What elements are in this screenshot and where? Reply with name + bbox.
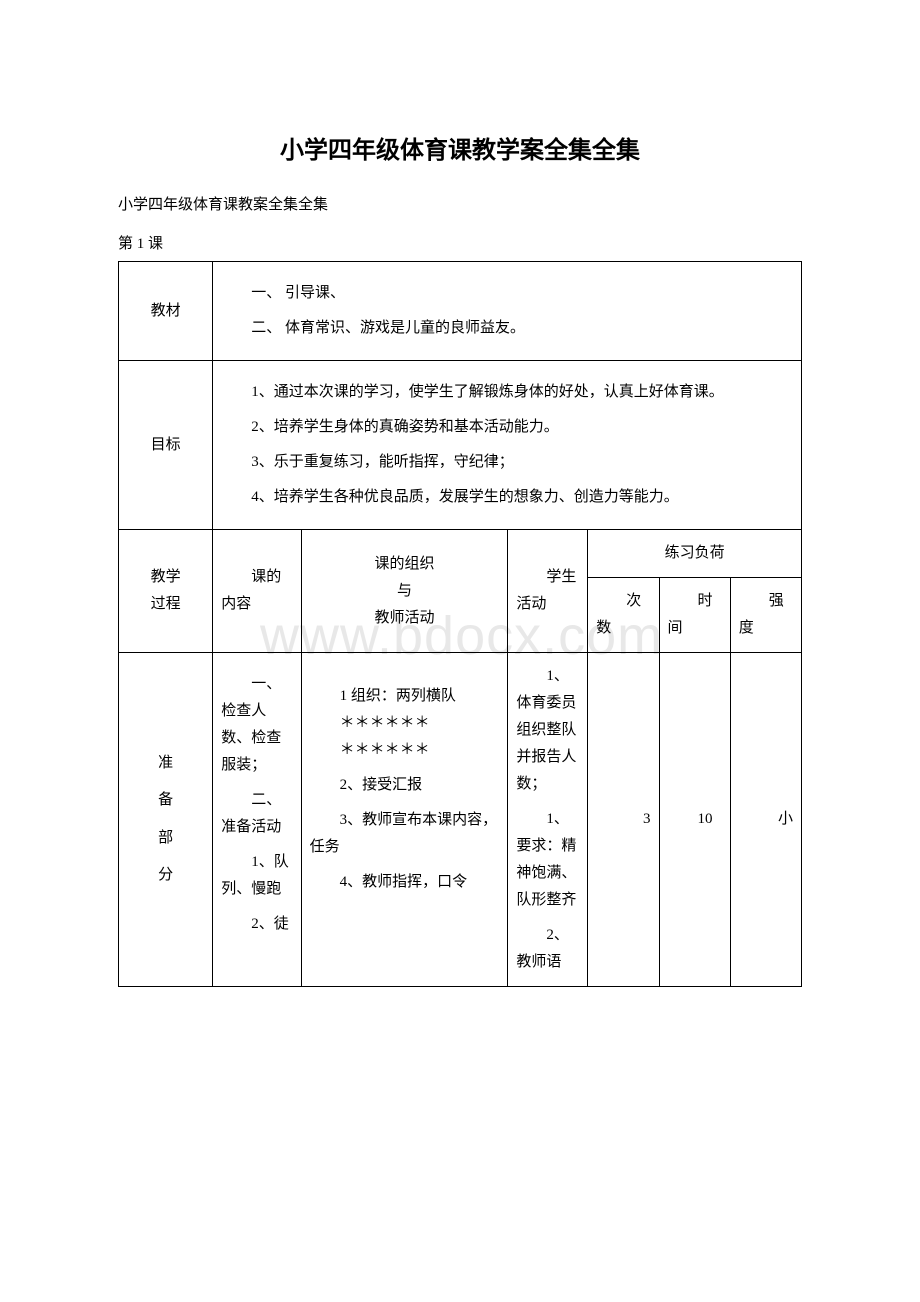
phase-l4: 分: [127, 857, 204, 895]
content-p4: 2、徒: [221, 911, 292, 938]
content-p2: 二、准备活动: [221, 787, 292, 841]
phase-l3: 部: [127, 820, 204, 858]
times-cell: 3: [588, 653, 659, 987]
document-subtitle: 小学四年级体育课教案全集全集: [118, 193, 802, 214]
org-p2: 2、接受汇报: [310, 772, 500, 799]
table-row: 目标 1、通过本次课的学习，使学生了解锻炼身体的好处，认真上好体育课。 2、培养…: [119, 361, 802, 530]
objective-p4: 4、培养学生各种优良品质，发展学生的想象力、创造力等能力。: [221, 484, 793, 511]
org-stars1: ＊＊＊＊＊＊: [310, 710, 500, 737]
intensity-cell: 小: [730, 653, 801, 987]
document-title: 小学四年级体育课教学案全集全集: [118, 130, 802, 165]
content-p3: 1、队列、慢跑: [221, 849, 292, 903]
content-cell: 一、检查人数、检查服装； 二、准备活动 1、队列、慢跑 2、徒: [213, 653, 301, 987]
header-time: 时间: [659, 578, 730, 653]
org-p4: 4、教师指挥，口令: [310, 869, 500, 896]
header-org-l2: 与: [310, 578, 500, 605]
header-times: 次数: [588, 578, 659, 653]
header-process-l2: 过程: [127, 591, 204, 618]
header-load: 练习负荷: [588, 530, 802, 578]
table-row: 教材 一、 引导课、 二、 体育常识、游戏是儿童的良师益友。: [119, 262, 802, 361]
header-org-l1: 课的组织: [310, 551, 500, 578]
student-p2: 1、要求：精神饱满、队形整齐: [516, 806, 579, 914]
student-p1: 1、体育委员组织整队并报告人数；: [516, 663, 579, 798]
header-intensity: 强度: [730, 578, 801, 653]
header-process: 教学 过程: [119, 530, 213, 653]
material-line2: 二、 体育常识、游戏是儿童的良师益友。: [221, 315, 793, 342]
objective-p1: 1、通过本次课的学习，使学生了解锻炼身体的好处，认真上好体育课。: [221, 379, 793, 406]
objective-content: 1、通过本次课的学习，使学生了解锻炼身体的好处，认真上好体育课。 2、培养学生身…: [213, 361, 802, 530]
header-org-l3: 教师活动: [310, 605, 500, 632]
org-stars2: ＊＊＊＊＊＊: [310, 737, 500, 764]
material-line1: 一、 引导课、: [221, 280, 793, 307]
lesson-number: 第 1 课: [118, 232, 802, 253]
header-process-l1: 教学: [127, 564, 204, 591]
material-content: 一、 引导课、 二、 体育常识、游戏是儿童的良师益友。: [213, 262, 802, 361]
material-label: 教材: [119, 262, 213, 361]
header-student: 学生活动: [508, 530, 588, 653]
objective-p3: 3、乐于重复练习，能听指挥，守纪律；: [221, 449, 793, 476]
student-p3: 2、教师语: [516, 922, 579, 976]
header-content: 课的内容: [213, 530, 301, 653]
objective-label: 目标: [119, 361, 213, 530]
phase-l1: 准: [127, 745, 204, 783]
org-p3: 3、教师宣布本课内容，任务: [310, 807, 500, 861]
table-header-row: 教学 过程 课的内容 课的组织 与 教师活动 学生活动 练习负荷: [119, 530, 802, 578]
content-p1: 一、检查人数、检查服装；: [221, 671, 292, 779]
org-p1: 1 组织：两列横队: [310, 683, 500, 710]
table-row: 准 备 部 分 一、检查人数、检查服装； 二、准备活动 1、队列、慢跑 2、徒 …: [119, 653, 802, 987]
time-cell: 10: [659, 653, 730, 987]
phase-label: 准 备 部 分: [119, 653, 213, 987]
lesson-plan-table: 教材 一、 引导课、 二、 体育常识、游戏是儿童的良师益友。 目标 1、通过本次…: [118, 261, 802, 987]
phase-l2: 备: [127, 782, 204, 820]
objective-p2: 2、培养学生身体的真确姿势和基本活动能力。: [221, 414, 793, 441]
organization-cell: 1 组织：两列横队 ＊＊＊＊＊＊ ＊＊＊＊＊＊ 2、接受汇报 3、教师宣布本课内…: [301, 653, 508, 987]
student-activity-cell: 1、体育委员组织整队并报告人数； 1、要求：精神饱满、队形整齐 2、教师语: [508, 653, 588, 987]
header-organization: 课的组织 与 教师活动: [301, 530, 508, 653]
